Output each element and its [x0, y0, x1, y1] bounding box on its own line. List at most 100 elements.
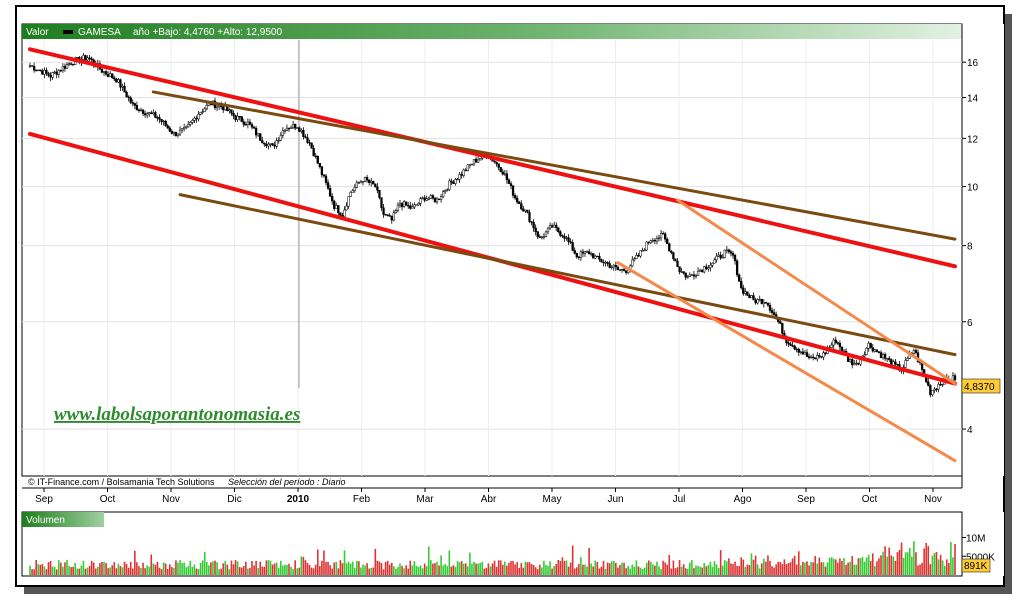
volume-bar: [730, 563, 732, 575]
volume-bar: [810, 561, 812, 575]
candle-body: [896, 363, 899, 366]
volume-bar: [580, 557, 582, 575]
volume-bar: [691, 560, 693, 575]
month-label: Feb: [353, 494, 371, 505]
candle-body: [577, 256, 580, 258]
volume-bar: [319, 565, 321, 575]
candle-body: [361, 181, 365, 183]
candle-body: [768, 304, 772, 311]
candle-body: [51, 72, 54, 78]
candle-body: [937, 384, 940, 390]
volume-bar: [800, 565, 802, 575]
candle-body: [195, 117, 198, 120]
candle-body: [867, 343, 870, 349]
volume-bar: [129, 561, 132, 575]
volume-bar: [353, 568, 356, 575]
candle-body: [561, 235, 564, 237]
volume-bar: [203, 552, 206, 575]
candle-body: [345, 205, 348, 211]
volume-bar: [617, 567, 619, 575]
candle-body: [682, 271, 685, 274]
candle-body: [452, 181, 455, 184]
volume-bar: [481, 561, 484, 575]
volume-bar: [37, 564, 40, 575]
volume-bar: [697, 565, 699, 575]
volume-bar: [29, 565, 31, 575]
price-tick-label: 4: [967, 425, 973, 436]
candle-body: [849, 359, 852, 362]
candle-body: [711, 262, 714, 266]
candle-body: [302, 130, 305, 137]
volume-bar: [125, 563, 128, 575]
volume-bar: [526, 562, 529, 575]
candle-body: [421, 197, 424, 199]
candle-body: [606, 262, 609, 264]
candle-body: [310, 142, 313, 149]
candle-body: [664, 233, 667, 240]
header-valor: Valor: [26, 27, 49, 38]
candle-body: [881, 354, 885, 359]
candle-body: [624, 270, 628, 273]
candle-body: [703, 266, 706, 273]
volume-bar: [826, 562, 829, 575]
candle-body: [178, 129, 182, 135]
volume-tick-label: 10M: [966, 534, 985, 545]
volume-bar: [935, 551, 938, 575]
volume-bar: [606, 562, 609, 575]
volume-bar: [142, 562, 144, 575]
volume-bar: [425, 566, 428, 575]
candle-body: [141, 109, 145, 114]
candle-body: [328, 188, 332, 197]
volume-bar: [282, 565, 284, 575]
volume-bar: [187, 566, 190, 575]
volume-bar: [894, 560, 897, 575]
volume-bar: [728, 558, 730, 575]
price-tick-label: 14: [967, 94, 979, 105]
candle-body: [127, 96, 130, 99]
candle-body: [464, 169, 467, 172]
candle-body: [460, 174, 463, 176]
volume-bar: [717, 567, 720, 575]
candle-body: [82, 55, 85, 60]
candle-body: [419, 198, 422, 204]
volume-bar: [275, 562, 278, 575]
volume-bar: [520, 563, 523, 575]
candle-body: [30, 65, 34, 67]
volume-bar: [822, 562, 825, 575]
volume-bar: [483, 568, 486, 575]
candle-body: [772, 312, 776, 315]
volume-bar: [148, 566, 151, 575]
month-label: Sep: [35, 494, 53, 505]
candle-body: [363, 177, 367, 182]
volume-bar: [339, 560, 342, 575]
volume-bar: [504, 561, 506, 575]
volume-bar: [900, 542, 903, 575]
volume-bar: [103, 561, 105, 575]
volume-bar: [193, 564, 196, 575]
volume-bar: [47, 562, 50, 575]
candle-body: [164, 120, 167, 126]
volume-bar: [709, 561, 712, 575]
candle-body: [283, 130, 287, 132]
candle-body: [600, 259, 603, 263]
candle-body: [285, 127, 289, 131]
volume-bar: [878, 558, 880, 575]
volume-bar: [818, 557, 821, 575]
volume-bar: [592, 566, 595, 575]
volume-bar: [536, 569, 539, 575]
candle-body: [719, 254, 722, 259]
price-tick-label: 10: [967, 183, 979, 194]
candle-body: [805, 352, 809, 357]
volume-bar: [769, 560, 771, 575]
candle-body: [953, 375, 957, 381]
volume-bar: [771, 566, 773, 575]
candle-body: [343, 209, 346, 217]
candle-body: [705, 266, 708, 270]
candle-body: [659, 233, 663, 239]
candle-body: [879, 352, 883, 359]
volume-bar: [442, 565, 444, 575]
volume-bar: [115, 568, 118, 575]
volume-bar: [191, 567, 194, 575]
candle-body: [894, 361, 897, 365]
candle-body: [569, 241, 572, 243]
